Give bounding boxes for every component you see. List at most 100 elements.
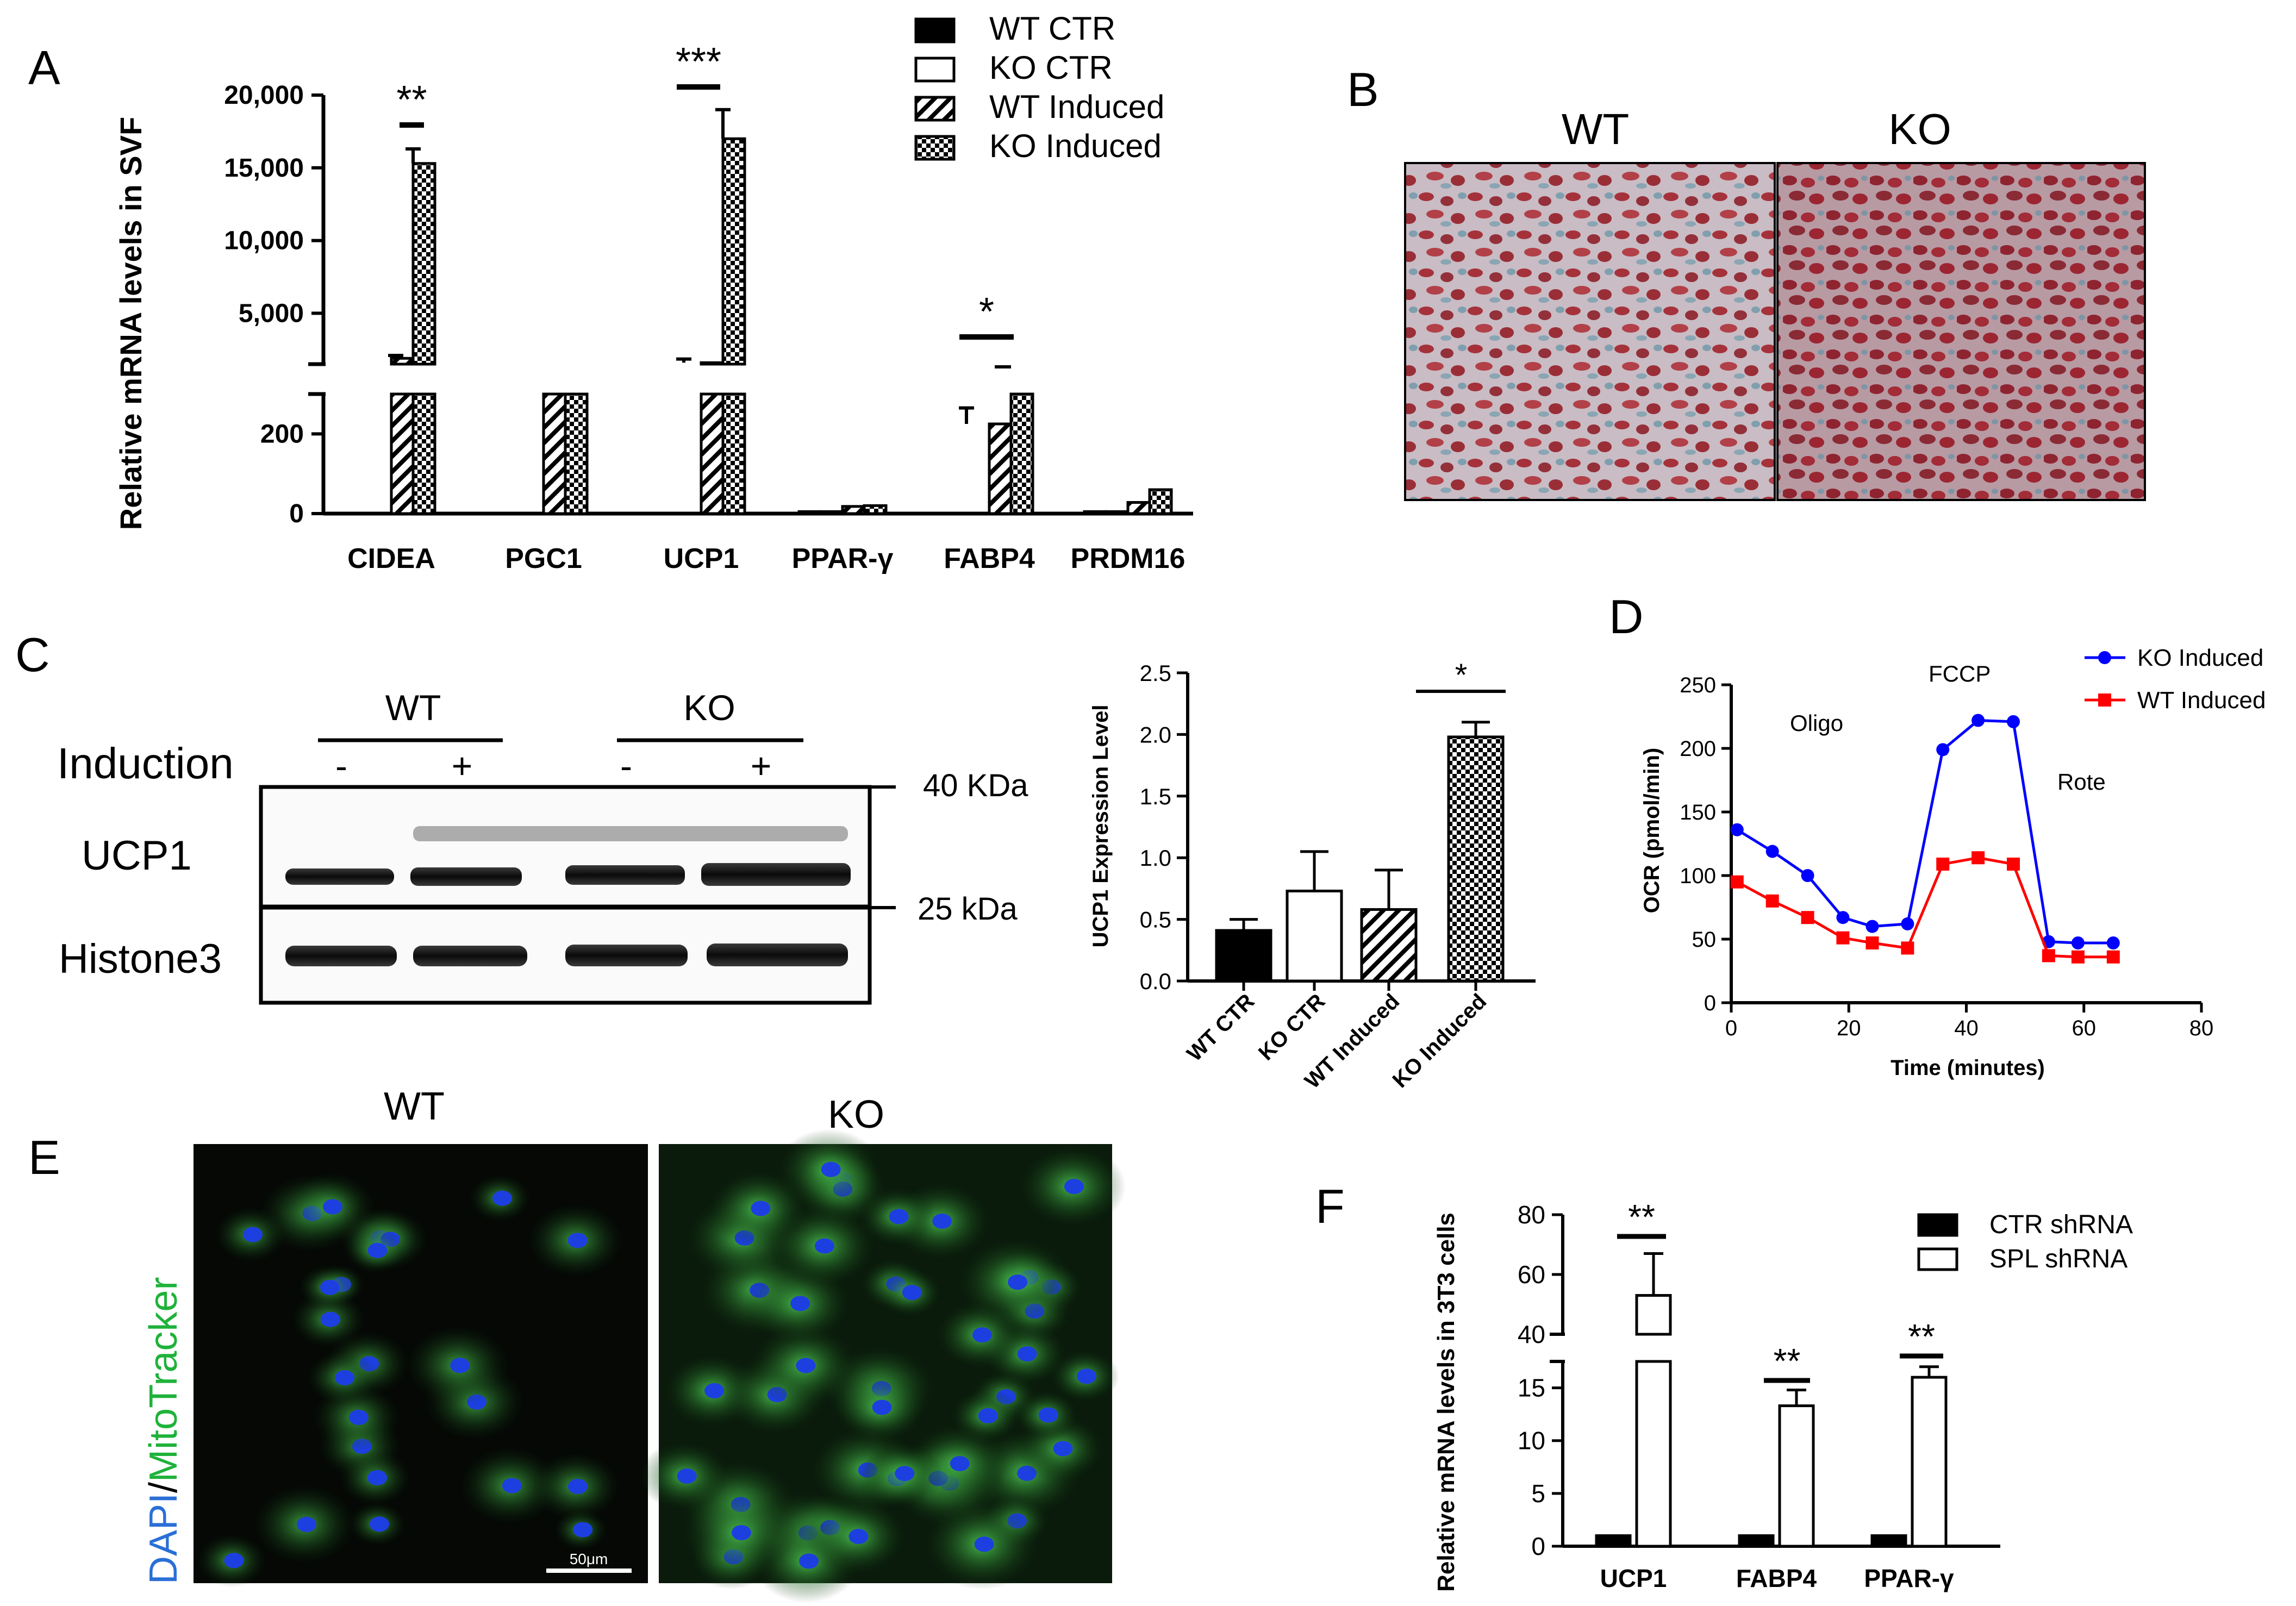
band-ucp1-upper-faint	[413, 826, 848, 841]
band-h3-wt-ind	[413, 946, 527, 966]
panel-f-category-ucp1: UCP1	[1600, 1564, 1667, 1592]
panel-d-legend-wt-induced: WT Induced	[2137, 687, 2266, 714]
blot-frame-ucp1	[259, 785, 872, 909]
panel-f-significance-mark: **	[1908, 1317, 1935, 1356]
panel-a-category-cidea: CIDEA	[347, 543, 435, 574]
panel-b-label-wt: WT	[1562, 105, 1629, 153]
band-ucp1-wt-ind	[410, 867, 522, 886]
panel-letter-d: D	[1609, 590, 1644, 643]
cell-nucleus	[704, 1383, 724, 1398]
panel-letter-e: E	[28, 1130, 60, 1184]
cell-nucleus	[872, 1399, 892, 1415]
marker-25kda: 25 kDa	[918, 891, 1018, 927]
panel-d-ytick-label: 250	[1680, 673, 1716, 697]
cell-nucleus	[1077, 1368, 1097, 1384]
panel-letter-a: A	[28, 41, 60, 95]
panel-d-point-wt-induced	[1801, 911, 1814, 924]
panel-d-legend-ko-induced: KO Induced	[2137, 645, 2263, 671]
panel-d-point-ko-induced	[1836, 911, 1850, 924]
cell-nucleus	[296, 1516, 316, 1532]
panel-d-xtick-label: 40	[1954, 1016, 1979, 1040]
panel-a-legend-swatch	[914, 17, 956, 43]
panel-f-legend-swatch	[1917, 1247, 1958, 1271]
panel-d-axes: 0 50 100 150 200 250 0 20 40 60 80	[1680, 673, 2213, 1040]
blot-sign-1: -	[335, 746, 347, 786]
cell-nucleus	[335, 1370, 355, 1386]
panel-c-bars	[1215, 721, 1505, 983]
panel-c-ytick-label: 0.0	[1140, 968, 1171, 994]
panel-a-bar-ko-induced-lower	[1009, 392, 1034, 515]
panel-f-category-fabp4: FABP4	[1736, 1564, 1817, 1592]
panel-c-category-ko-ctr: KO CTR	[1254, 989, 1330, 1065]
cell-nucleus	[243, 1227, 263, 1242]
panel-d-xtick-label: 20	[1837, 1016, 1861, 1040]
panel-a-bar-ko-induced-lower	[564, 392, 589, 515]
band-h3-ko-ctr	[565, 945, 688, 966]
cell-nucleus	[502, 1478, 522, 1493]
blot-row-histone3: Histone3	[59, 936, 222, 982]
panel-a-bar-wt-induced-upper	[390, 357, 415, 366]
panel-c-significance: *	[1416, 658, 1506, 693]
panel-letter-b: B	[1347, 63, 1379, 116]
annotation-oligo: Oligo	[1790, 710, 1843, 736]
panel-e-label-wt: WT	[384, 1085, 445, 1128]
panel-c-ylabel: UCP1 Expression Level	[1089, 705, 1113, 948]
panel-d-point-wt-induced	[2106, 950, 2120, 964]
panel-a-legend-swatch	[914, 96, 956, 122]
panel-d-xtick-label: 60	[2072, 1016, 2097, 1040]
panel-e-stain-label: DAPI/MitoTracker	[142, 1277, 185, 1584]
panel-d-point-ko-induced	[1936, 743, 1950, 757]
blot-group-ko: KO	[683, 688, 735, 728]
panel-f-significance-mark: **	[1774, 1341, 1801, 1380]
cell-nucleus	[751, 1201, 771, 1216]
blot-sign-3: -	[620, 746, 632, 786]
panel-a-bar-wt-induced-lower	[390, 392, 415, 515]
cell-nucleus	[367, 1470, 387, 1485]
panel-a-bar-ko-induced-upper	[721, 137, 746, 366]
cell-nucleus	[567, 1233, 588, 1248]
panel-d-point-wt-induced	[1936, 857, 1950, 871]
panel-a-category-prdm16: PRDM16	[1071, 543, 1186, 574]
panel-a-ytick-label: 5,000	[239, 299, 304, 328]
band-h3-ko-ind	[707, 943, 848, 966]
panel-c-category-ko-induced: KO Induced	[1388, 989, 1492, 1092]
panel-f-ytick-label: 5	[1531, 1479, 1545, 1508]
panel-f-ytick-label: 15	[1518, 1374, 1545, 1402]
panel-a-ytick-label: 0	[289, 499, 304, 528]
stain-dapi: DAPI	[142, 1493, 185, 1584]
panel-a-bar-wt-induced-lower	[700, 392, 725, 515]
cell-nucleus	[322, 1199, 342, 1215]
panel-d-point-wt-induced	[2071, 950, 2085, 964]
cell-nucleus	[902, 1285, 922, 1301]
panel-d-ytick-label: 200	[1680, 737, 1716, 761]
panel-a-bar-wt-induced	[988, 422, 1013, 515]
panel-a-bar-ko-induced-lower	[411, 392, 436, 515]
panel-e-label-ko: KO	[828, 1093, 884, 1136]
panel-f-ylabel: Relative mRNA levels in 3T3 cells	[1433, 1213, 1459, 1592]
panel-letter-f: F	[1315, 1179, 1345, 1233]
panel-a-significance-mark: *	[979, 290, 994, 334]
panel-a-legend-wt-ctr: WT CTR	[989, 10, 1115, 47]
panel-e: WT KO DAPI/MitoTracker 50μm	[142, 1085, 1126, 1603]
panel-f-bar-ctr-shrna	[1595, 1534, 1632, 1548]
panel-f-bar-spl-shrna	[1911, 1376, 1948, 1548]
panel-d-point-ko-induced	[1901, 917, 1914, 930]
panel-f-bar-spl-shrna-lower	[1635, 1360, 1672, 1548]
panel-c-ytick-label: 2.0	[1140, 722, 1171, 747]
panel-a-bar-ko-ctr	[819, 510, 844, 515]
panel-c-blot: WT KO Induction - + - + UCP1 Histone3 40…	[57, 688, 1028, 1005]
blot-sign-4: +	[751, 746, 772, 786]
panel-a-ytick-label: 200	[260, 420, 304, 448]
panel-a-legend-swatch	[914, 57, 956, 83]
panel-a-bars	[388, 108, 1173, 515]
panel-f-ytick-label: 60	[1518, 1260, 1545, 1289]
panel-a-chart: Relative mRNA levels in SVF 0 200 5,000 10,…	[114, 10, 1193, 574]
panel-a-bar-wt-ctr	[797, 510, 822, 515]
panel-c-ytick-label: 1.0	[1140, 845, 1171, 871]
panel-d-point-wt-induced	[1765, 894, 1779, 908]
cell-nucleus	[932, 1213, 952, 1229]
panel-c-significance-mark: *	[1455, 658, 1468, 693]
panel-f-significance: ** ** **	[1617, 1197, 1943, 1383]
panel-a-significance-mark: **	[396, 78, 427, 122]
